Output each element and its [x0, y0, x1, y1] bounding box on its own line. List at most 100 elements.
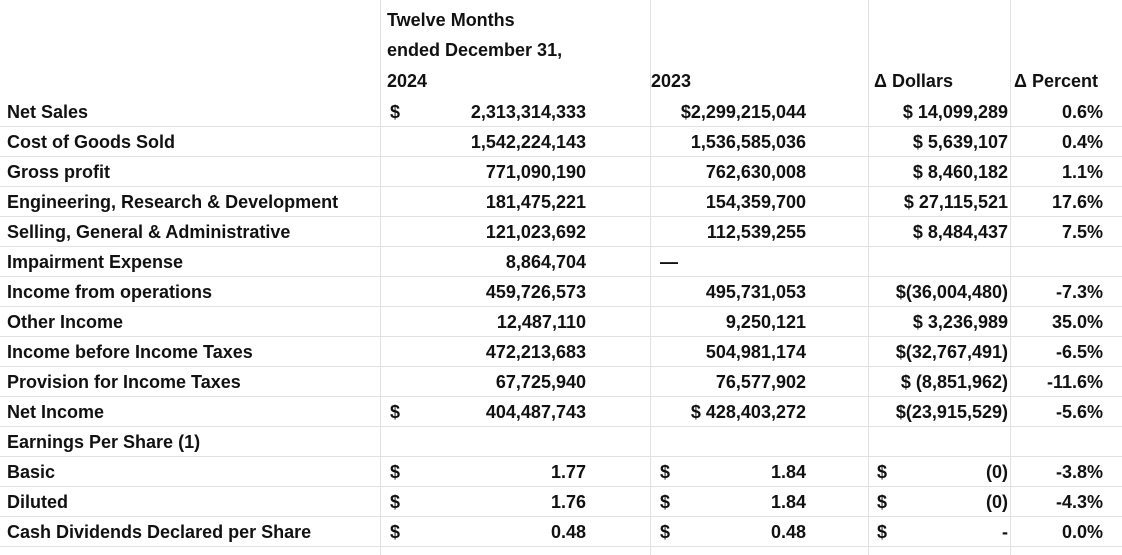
grid-row-line: [0, 336, 1122, 337]
grid-row-line: [0, 126, 1122, 127]
header-year-2023: 2023: [651, 71, 692, 91]
row-label: Cost of Goods Sold: [7, 132, 175, 152]
value-2024: 1.77: [550, 462, 586, 482]
delta-dollars: $ (8,851,962): [900, 372, 1008, 392]
row-label: Gross profit: [7, 162, 111, 182]
grid-row-line: [0, 486, 1122, 487]
value-2024: 404,487,743: [485, 402, 586, 422]
value-2023: 0.48: [770, 522, 806, 542]
table-row: Impairment Expense 8,864,704 —: [0, 247, 1122, 277]
row-label: Income from operations: [7, 282, 213, 302]
row-label: Impairment Expense: [7, 252, 184, 272]
row-label: Net Income: [7, 402, 105, 422]
grid-row-line: [0, 186, 1122, 187]
table-row: Cost of Goods Sold 1,542,224,143 1,536,585…: [0, 127, 1122, 157]
header-delta-dollars: Δ Dollars: [874, 71, 953, 91]
currency-symbol-delta: $: [877, 522, 888, 542]
value-2023: 762,630,008: [705, 162, 806, 182]
table-row: Selling, General & Administrative 121,023…: [0, 217, 1122, 247]
delta-percent: 1.1%: [1061, 162, 1103, 182]
delta-dollars: $ 8,460,182: [912, 162, 1008, 182]
delta-dollars: $ 14,099,289: [902, 102, 1008, 122]
grid-row-line: [0, 366, 1122, 367]
header-delta-percent: Δ Percent: [1014, 71, 1098, 91]
value-2023: 154,359,700: [705, 192, 806, 212]
row-label: Cash Dividends Declared per Share: [7, 522, 312, 542]
value-2023: 495,731,053: [705, 282, 806, 302]
value-2023: 9,250,121: [725, 312, 806, 332]
grid-row-line: [0, 216, 1122, 217]
header-year-2024: 2024: [387, 71, 428, 91]
table-row: Engineering, Research & Development 181,4…: [0, 187, 1122, 217]
currency-symbol-2024: $: [390, 522, 401, 542]
currency-symbol-2023: $: [660, 462, 671, 482]
delta-dollars: -: [1002, 522, 1008, 542]
row-label: Net Sales: [7, 102, 89, 122]
value-2023: $ 428,403,272: [690, 402, 806, 422]
grid-row-line: [0, 306, 1122, 307]
currency-symbol-2023: $: [660, 492, 671, 512]
table-row: Income before Income Taxes 472,213,683 504…: [0, 337, 1122, 367]
currency-symbol-2024: $: [390, 492, 401, 512]
value-2024: 121,023,692: [485, 222, 586, 242]
currency-symbol-delta: $: [877, 462, 888, 482]
value-2024: 0.48: [550, 522, 586, 542]
value-2023: 504,981,174: [705, 342, 806, 362]
value-2023: 76,577,902: [715, 372, 806, 392]
value-2023: 1,536,585,036: [690, 132, 806, 152]
value-2023: 112,539,255: [706, 222, 806, 242]
value-2024: 181,475,221: [485, 192, 586, 212]
delta-percent: 0.6%: [1061, 102, 1103, 122]
row-label: Diluted: [7, 492, 68, 512]
row-label: Selling, General & Administrative: [7, 222, 291, 242]
table-row: Basic $1.77 $1.84 $ (0) -3.8%: [0, 457, 1122, 487]
currency-symbol-2023: $: [660, 522, 671, 542]
value-2024: 2,313,314,333: [470, 102, 586, 122]
grid-row-line: [0, 456, 1122, 457]
delta-percent: -11.6%: [1046, 372, 1103, 392]
table-row: Gross profit 771,090,190 762,630,008 $ 8,46…: [0, 157, 1122, 187]
currency-symbol-2024: $: [390, 102, 401, 122]
value-2024: 771,090,190: [485, 162, 586, 182]
table-row: Net Sales $2,313,314,333 $2,299,215,044 $ 1…: [0, 97, 1122, 127]
delta-dollars: $(32,767,491): [895, 342, 1008, 362]
row-label: Engineering, Research & Development: [7, 192, 339, 212]
delta-dollars: $ 8,484,437: [912, 222, 1008, 242]
table-row: Earnings Per Share (1): [0, 427, 1122, 457]
table-row: Diluted $1.76 $1.84 $ (0) -4.3%: [0, 487, 1122, 517]
value-2024: 1.76: [550, 492, 586, 512]
grid-row-line: [0, 246, 1122, 247]
grid-row-line: [0, 426, 1122, 427]
table-row: Income from operations 459,726,573 495,731…: [0, 277, 1122, 307]
currency-symbol-2024: $: [390, 462, 401, 482]
table-row: Other Income 12,487,110 9,250,121 $ 3,236,9…: [0, 307, 1122, 337]
grid-column-line: [650, 0, 651, 555]
row-label: Other Income: [7, 312, 124, 332]
grid-row-line: [0, 546, 1122, 547]
row-label: Basic: [7, 462, 56, 482]
header-period-line2: ended December 31,: [387, 40, 563, 60]
grid-column-line: [1010, 0, 1011, 555]
delta-dollars: $(36,004,480): [895, 282, 1008, 302]
delta-percent: -4.3%: [1055, 492, 1103, 512]
grid-row-line: [0, 396, 1122, 397]
delta-percent: -5.6%: [1055, 402, 1103, 422]
delta-dollars: $ 3,236,989: [912, 312, 1008, 332]
grid-row-line: [0, 276, 1122, 277]
value-2023: $2,299,215,044: [680, 102, 806, 122]
delta-dollars: (0): [986, 492, 1008, 512]
value-2023: 1.84: [770, 492, 806, 512]
value-2024: 67,725,940: [495, 372, 586, 392]
row-label: Earnings Per Share (1): [7, 432, 201, 452]
grid-column-line: [868, 0, 869, 555]
value-2024: 472,213,683: [485, 342, 586, 362]
value-2024: 459,726,573: [485, 282, 586, 302]
delta-percent: 35.0%: [1051, 312, 1103, 332]
row-label: Income before Income Taxes: [7, 342, 253, 362]
delta-percent: -7.3%: [1055, 282, 1103, 302]
delta-percent: 7.5%: [1061, 222, 1103, 242]
delta-dollars: $ 5,639,107: [912, 132, 1008, 152]
delta-dollars: (0): [986, 462, 1008, 482]
currency-symbol-2023: —: [660, 252, 678, 272]
